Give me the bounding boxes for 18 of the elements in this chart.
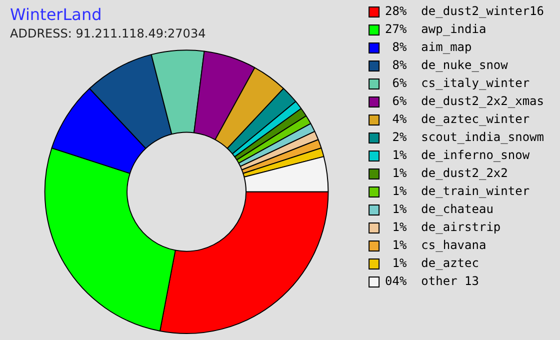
legend-label: 04% other 13 <box>385 274 479 288</box>
legend-label: 8% aim_map <box>385 40 472 54</box>
chart-title: WinterLand <box>10 4 102 24</box>
legend-label: 1% de_aztec <box>385 256 479 270</box>
legend-label: 1% de_inferno_snow <box>385 148 530 162</box>
legend-label: 27% awp_india <box>385 22 486 36</box>
legend-label: 4% de_aztec_winter <box>385 112 530 126</box>
legend-label: 2% scout_india_snowm <box>385 130 544 144</box>
text: ADDRESS: 91.211.118.49:27034 <box>10 26 206 41</box>
legend-label: 1% cs_havana <box>385 238 486 252</box>
legend-label: 6% cs_italy_winter <box>385 76 530 90</box>
legend-label: 6% de_dust2_2x2_xmas <box>385 94 544 108</box>
legend-label: 1% de_train_winter <box>385 184 530 198</box>
legend-label: 28% de_dust2_winter16 <box>385 4 544 18</box>
legend-label: 8% de_nuke_snow <box>385 58 509 72</box>
legend-label: 1% de_airstrip <box>385 220 501 234</box>
legend-label: 1% de_dust2_2x2 <box>385 166 508 180</box>
legend-label: 1% de_chateau <box>385 202 494 216</box>
